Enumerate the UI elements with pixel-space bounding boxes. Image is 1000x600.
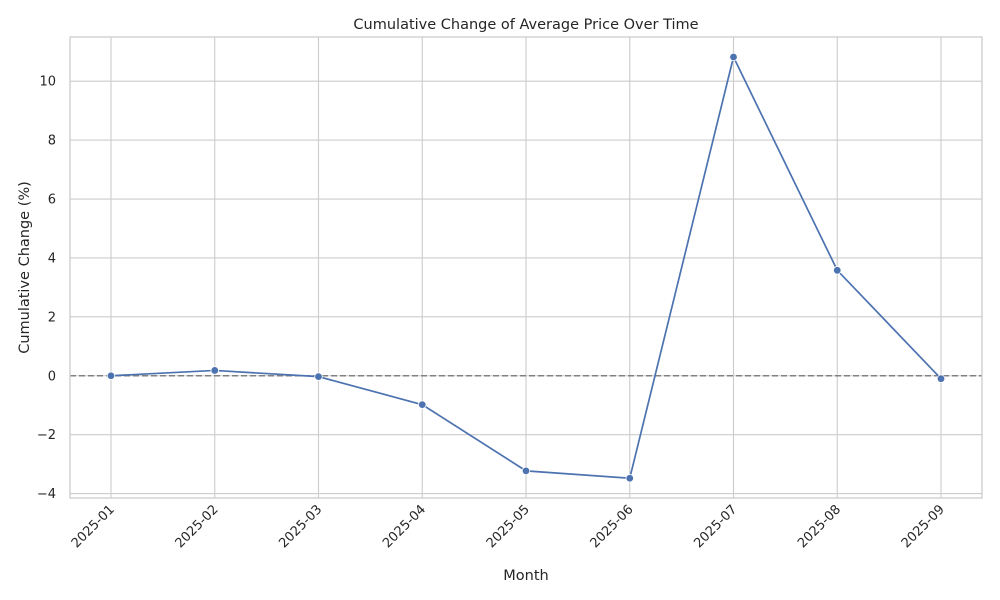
x-tick-label: 2025-08 <box>795 502 844 551</box>
x-tick-label: 2025-05 <box>484 502 533 551</box>
y-tick-label: −2 <box>37 428 56 443</box>
data-point <box>625 474 634 483</box>
grid <box>70 37 982 498</box>
x-tick-label: 2025-02 <box>173 502 222 551</box>
y-tick-label: 2 <box>48 310 56 325</box>
plot-border <box>69 36 983 499</box>
data-point <box>936 374 946 383</box>
data-point <box>833 266 842 275</box>
data-point <box>106 371 116 380</box>
y-tick-label: 8 <box>48 134 56 149</box>
y-tick-label: −4 <box>37 487 56 502</box>
x-axis-label: Month <box>503 568 548 584</box>
data-point <box>210 366 219 375</box>
plot-frame <box>69 36 983 499</box>
x-tick-label: 2025-06 <box>588 502 637 551</box>
x-tick-label: 2025-03 <box>276 502 325 551</box>
y-tick-label: 10 <box>39 75 56 90</box>
x-tick-label: 2025-01 <box>69 502 118 551</box>
x-tick-label: 2025-07 <box>691 502 740 551</box>
y-tick-label: 4 <box>48 251 56 266</box>
x-tick-label: 2025-09 <box>899 502 948 551</box>
chart-title: Cumulative Change of Average Price Over … <box>353 17 698 33</box>
y-ticks: −4 −2 0 2 4 6 8 10 <box>37 75 56 502</box>
data-point <box>418 400 427 409</box>
data-point <box>521 466 531 476</box>
x-tick-label: 2025-04 <box>380 502 429 551</box>
x-ticks: 2025-01 2025-02 2025-03 2025-04 2025-05 2025-… <box>69 502 948 551</box>
y-tick-label: 0 <box>48 369 56 384</box>
data-point <box>314 372 323 381</box>
series-group <box>106 52 946 483</box>
y-axis-label: Cumulative Change (%) <box>17 181 33 354</box>
data-point <box>729 52 738 62</box>
y-tick-label: 6 <box>48 193 56 208</box>
